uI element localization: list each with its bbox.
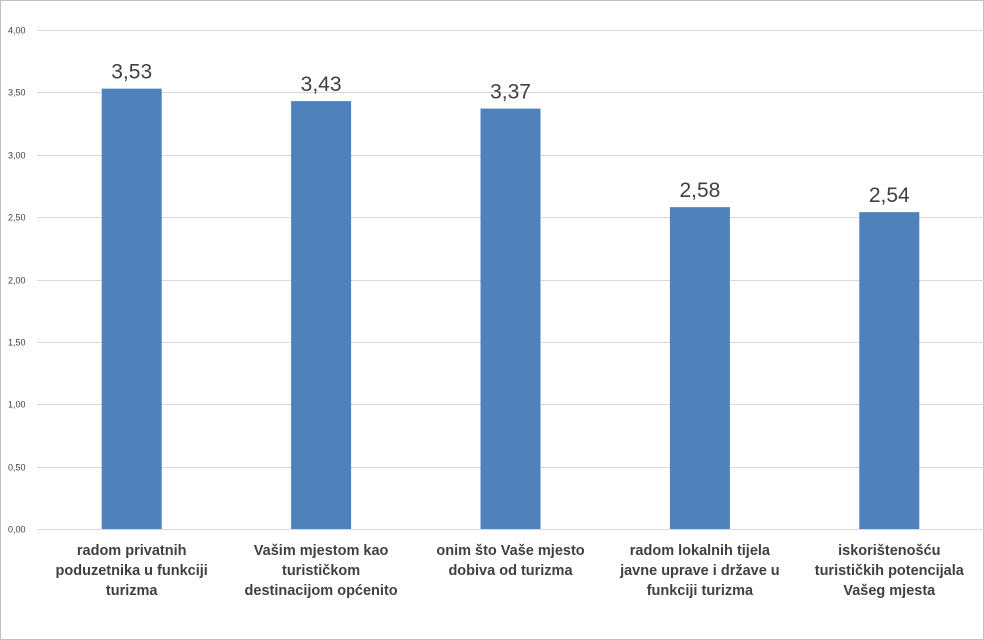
category-label-line: funkciji turizma (646, 583, 754, 599)
category-label: radom privatnih poduzetnika u funkciji tur… (44, 541, 220, 601)
category-label-line: poduzetnika u funkciji (55, 563, 208, 579)
y-tick-label: 2,50 (8, 213, 26, 223)
data-labels: 3,53 3,43 3,37 2,58 2,54 (111, 61, 910, 208)
data-label: 3,43 (301, 73, 342, 96)
category-label-line: Vašeg mjesta (843, 583, 936, 599)
gridlines (37, 30, 984, 530)
y-axis-ticks: 0,00 0,50 1,00 1,50 2,00 2,50 3,00 3,50 4,00 (8, 26, 26, 535)
category-label-line: turističkom (282, 563, 361, 579)
bar (480, 108, 541, 529)
category-label-line: dobiva od turizma (448, 563, 573, 579)
category-label-line: iskorištenošću (838, 543, 941, 559)
category-label-line: onim što Vaše mjesto (436, 543, 585, 559)
y-tick-label: 3,50 (8, 88, 26, 98)
bar (859, 212, 920, 529)
data-label: 2,54 (869, 184, 910, 207)
bar (291, 101, 352, 530)
category-label-line: Vašim mjestom kao (253, 543, 389, 559)
category-label-line: destinacijom općenito (244, 583, 398, 599)
y-tick-label: 1,50 (8, 338, 26, 348)
category-label-line: radom lokalnih tijela (629, 543, 770, 559)
category-label-line: radom privatnih (76, 543, 187, 559)
category-label: radom lokalnih tijela javne uprave i drža… (612, 541, 788, 601)
bar (101, 88, 162, 529)
bar (669, 207, 730, 529)
data-label: 3,37 (490, 81, 531, 104)
data-label: 2,58 (679, 179, 720, 202)
category-label-line: turizma (105, 583, 158, 599)
y-tick-label: 2,00 (8, 276, 26, 286)
category-label-line: turističkih potencijala (814, 563, 964, 579)
y-tick-label: 3,00 (8, 151, 26, 161)
data-label: 3,53 (111, 61, 152, 84)
category-label: onim što Vaše mjesto dobiva od turizma (423, 541, 599, 581)
category-label: Vašim mjestom kao turističkom destinacijom… (233, 541, 409, 601)
y-tick-label: 0,00 (8, 525, 26, 535)
bars (101, 88, 920, 530)
category-label: iskorištenošću turističkih potencijala Vaš… (801, 541, 977, 601)
y-tick-label: 4,00 (8, 26, 26, 36)
category-label-line: javne uprave i države u (620, 563, 780, 579)
y-tick-label: 0,50 (8, 463, 26, 473)
y-tick-label: 1,00 (8, 400, 26, 410)
